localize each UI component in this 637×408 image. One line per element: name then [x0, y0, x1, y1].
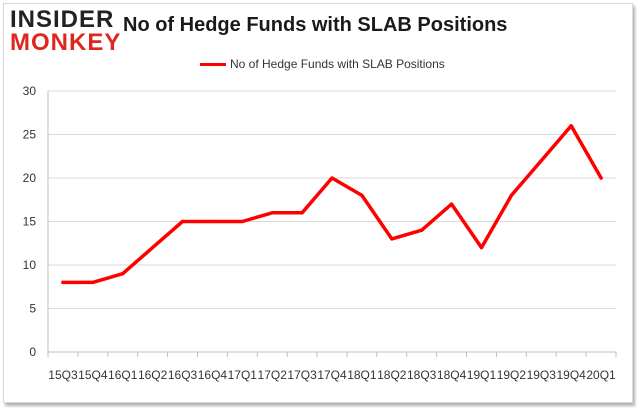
y-tick-label: 30: [23, 84, 37, 98]
x-tick-label: 19Q4: [556, 368, 586, 382]
logo-line-1: INSIDER: [10, 6, 115, 33]
x-tick-label: 15Q4: [78, 368, 108, 382]
y-tick-label: 15: [23, 215, 37, 229]
x-tick-label: 19Q3: [527, 368, 557, 382]
x-tick-label: 16Q2: [138, 368, 168, 382]
x-tick-label: 17Q4: [317, 368, 347, 382]
y-tick-label: 10: [23, 258, 37, 272]
x-tick-label: 17Q3: [287, 368, 317, 382]
data-point: [539, 159, 543, 163]
x-tick-label: 16Q4: [198, 368, 228, 382]
data-point: [509, 193, 513, 197]
y-tick-label: 20: [23, 171, 37, 185]
x-tick-label: 15Q3: [48, 368, 78, 382]
x-tick-label: 19Q2: [497, 368, 527, 382]
data-point: [61, 280, 65, 284]
x-tick-label: 18Q1: [347, 368, 377, 382]
data-point: [270, 211, 274, 215]
data-point: [121, 272, 125, 276]
data-point: [300, 211, 304, 215]
data-point: [151, 246, 155, 250]
legend-swatch: [200, 62, 226, 66]
data-point: [390, 237, 394, 241]
chart-frame: [3, 3, 633, 403]
data-point: [599, 176, 603, 180]
data-point: [180, 219, 185, 224]
x-tick-label: 18Q2: [377, 368, 407, 382]
data-point: [569, 124, 573, 128]
logo-line-2: MONKEY: [10, 29, 122, 56]
x-tick-label: 17Q1: [228, 368, 258, 382]
x-tick-label: 18Q4: [437, 368, 467, 382]
data-point: [360, 193, 364, 197]
x-tick-label: 18Q3: [407, 368, 437, 382]
legend-label: No of Hedge Funds with SLAB Positions: [230, 57, 445, 71]
y-tick-label: 5: [29, 302, 36, 316]
x-tick-label: 19Q1: [467, 368, 497, 382]
chart-title: No of Hedge Funds with SLAB Positions: [123, 14, 508, 36]
y-tick-label: 0: [29, 345, 36, 359]
data-point: [449, 202, 454, 206]
x-tick-label: 17Q2: [258, 368, 288, 382]
y-tick-label: 25: [23, 128, 37, 142]
series-line: [61, 124, 603, 285]
x-tick-label: 16Q1: [108, 368, 138, 382]
data-point: [479, 246, 484, 250]
data-point: [330, 176, 334, 180]
data-point: [91, 280, 95, 284]
x-tick-label: 16Q3: [168, 368, 198, 382]
x-tick-label: 20Q1: [586, 368, 616, 382]
chart-legend: No of Hedge Funds with SLAB Positions: [200, 57, 445, 71]
data-point: [210, 219, 215, 224]
insider-monkey-logo: INSIDER MONKEY: [10, 6, 122, 56]
data-point: [240, 219, 244, 224]
data-point: [420, 228, 424, 232]
